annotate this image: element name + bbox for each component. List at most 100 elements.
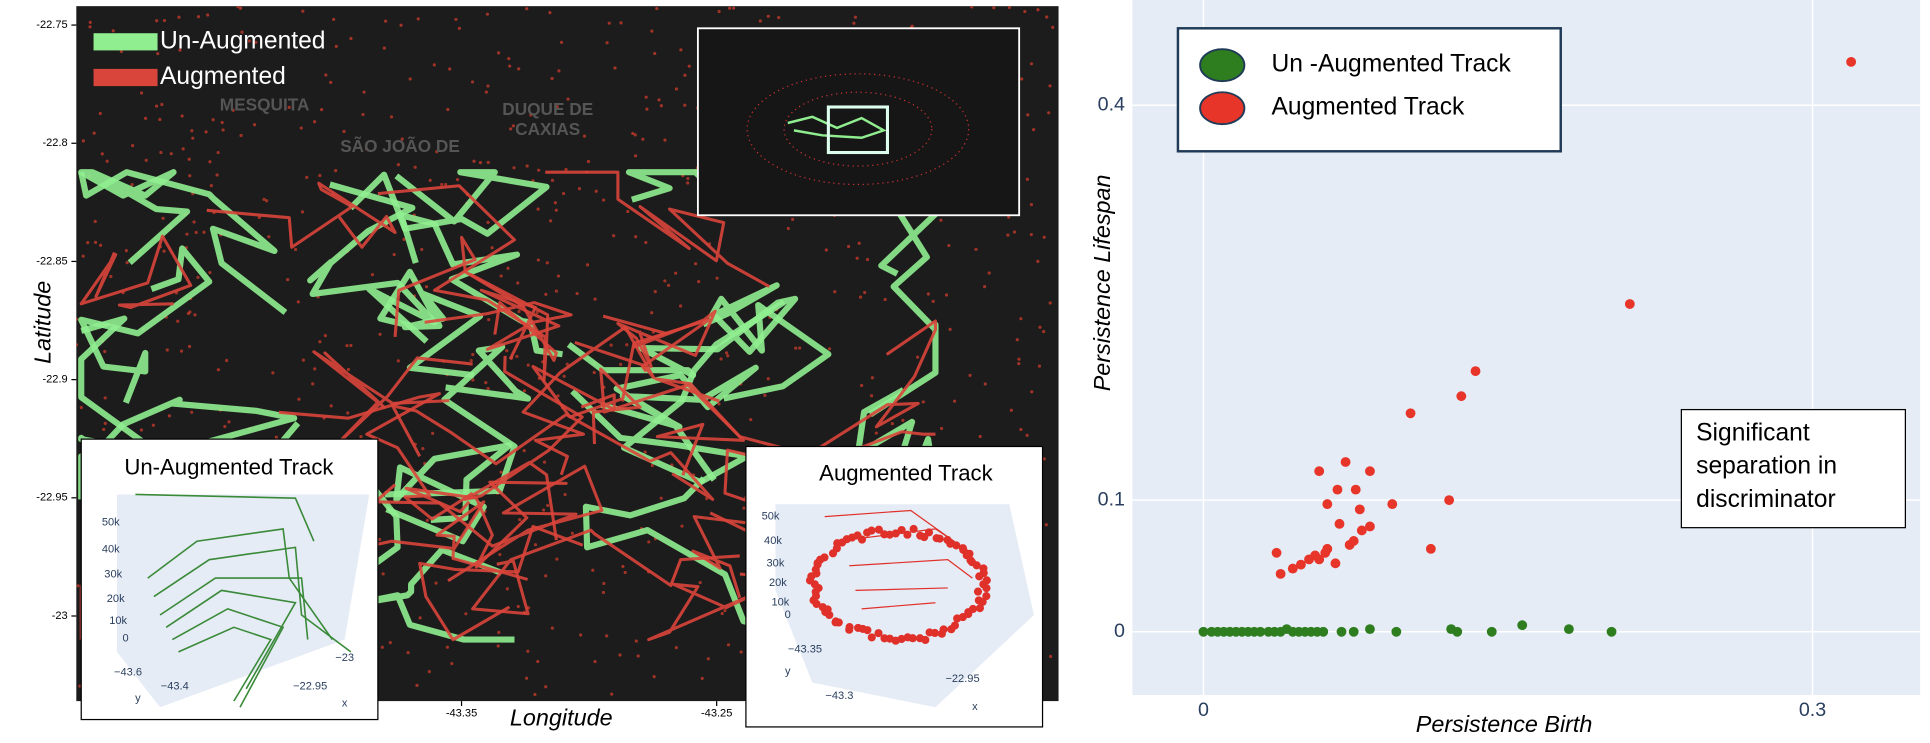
map-dot bbox=[562, 374, 566, 378]
y-tick-label: 0 bbox=[1114, 620, 1125, 642]
map-dot bbox=[536, 659, 540, 664]
x-axis-label: Persistence Birth bbox=[1416, 711, 1593, 737]
map-dot bbox=[860, 383, 864, 388]
map-dot bbox=[585, 263, 590, 267]
map-dot bbox=[396, 163, 401, 167]
point bbox=[1486, 626, 1497, 637]
map-dot bbox=[162, 18, 167, 23]
legend-label: Un-Augmented bbox=[160, 27, 325, 54]
map-dot bbox=[594, 189, 598, 193]
map-dot bbox=[301, 358, 305, 362]
map-dot bbox=[663, 279, 667, 283]
legend-box bbox=[1176, 27, 1562, 153]
map-dot bbox=[777, 15, 781, 20]
map-dot bbox=[686, 176, 690, 181]
map-dot bbox=[299, 126, 303, 130]
map-dot bbox=[1042, 330, 1046, 334]
map-dot bbox=[515, 354, 519, 359]
inset-tick-label: 40k bbox=[102, 544, 120, 556]
point bbox=[1314, 554, 1325, 565]
map-dot bbox=[457, 26, 462, 30]
map-dot bbox=[522, 389, 527, 393]
map-dot bbox=[252, 123, 257, 127]
map-dot bbox=[556, 394, 560, 398]
map-dot bbox=[526, 363, 530, 367]
map-dot bbox=[402, 237, 406, 241]
map-dot bbox=[1042, 235, 1046, 239]
map-dot bbox=[432, 63, 436, 67]
inset-tick-label: 50k bbox=[102, 517, 120, 529]
map-dot bbox=[731, 6, 736, 10]
map-dot bbox=[724, 351, 729, 355]
map-dot bbox=[517, 309, 521, 314]
map-dot bbox=[947, 243, 951, 248]
map-dot bbox=[225, 358, 229, 363]
inset-title: Un-Augmented Track bbox=[124, 454, 334, 479]
map-dot bbox=[506, 266, 510, 270]
map-dot bbox=[76, 317, 78, 321]
map-dot bbox=[286, 278, 290, 282]
track bbox=[206, 181, 397, 249]
inset-dot bbox=[982, 576, 991, 585]
map-dot bbox=[564, 167, 568, 172]
point bbox=[1334, 518, 1345, 529]
map-dot bbox=[334, 169, 338, 173]
map-dot bbox=[486, 160, 490, 165]
map-dot bbox=[1017, 362, 1021, 366]
map-dot bbox=[505, 587, 509, 591]
place-label: CAXIAS bbox=[515, 119, 580, 139]
inset-dot bbox=[935, 534, 944, 543]
map-dot bbox=[570, 531, 574, 535]
map-dot bbox=[553, 201, 557, 205]
legend-label: Augmented bbox=[160, 63, 286, 90]
map-dot bbox=[93, 240, 98, 245]
map-dot bbox=[548, 219, 553, 223]
map-dot bbox=[786, 226, 790, 231]
map-dot bbox=[970, 6, 974, 9]
map-dot bbox=[719, 357, 723, 361]
map-dot bbox=[939, 218, 943, 222]
map-dot bbox=[247, 39, 251, 43]
map-dot bbox=[448, 67, 452, 71]
map-dot bbox=[365, 147, 369, 151]
map-dot bbox=[464, 612, 468, 616]
map-dot bbox=[499, 274, 503, 278]
point bbox=[1365, 521, 1375, 532]
inset-tick-label: −43.35 bbox=[788, 643, 822, 655]
inset-tick-label: 30k bbox=[767, 557, 785, 569]
map-dot bbox=[883, 297, 887, 302]
map-dot bbox=[1029, 202, 1034, 207]
map-dot bbox=[177, 15, 181, 19]
inset-tick-label: 10k bbox=[771, 597, 789, 609]
map-dot bbox=[143, 116, 148, 120]
map-dot bbox=[498, 552, 502, 557]
map-dot bbox=[450, 661, 454, 666]
map-dot bbox=[345, 344, 349, 348]
map-dot bbox=[579, 633, 583, 637]
map-dot bbox=[370, 272, 375, 277]
map-dot bbox=[1006, 233, 1010, 237]
map-dot bbox=[323, 334, 327, 338]
map-dot bbox=[192, 220, 196, 224]
point bbox=[1391, 626, 1402, 637]
map-dot bbox=[944, 293, 949, 297]
annotation: Significant separation in discriminator bbox=[1696, 419, 1838, 513]
map-dot bbox=[650, 463, 654, 468]
map-dot bbox=[139, 428, 144, 432]
map-dot bbox=[349, 343, 353, 348]
map-dot bbox=[978, 434, 982, 439]
point bbox=[1606, 626, 1617, 637]
inset-tick-label: −43.6 bbox=[114, 667, 142, 679]
track bbox=[868, 204, 939, 418]
map-dot bbox=[346, 367, 351, 372]
map-dot bbox=[334, 44, 338, 48]
point bbox=[1271, 547, 1282, 558]
map-dot bbox=[852, 21, 856, 25]
map-dot bbox=[484, 90, 488, 94]
x-axis-label: Longitude bbox=[510, 705, 613, 731]
map-dot bbox=[749, 418, 753, 422]
map-dot bbox=[167, 414, 171, 418]
map-dot bbox=[541, 508, 546, 512]
map-dot bbox=[185, 232, 189, 236]
